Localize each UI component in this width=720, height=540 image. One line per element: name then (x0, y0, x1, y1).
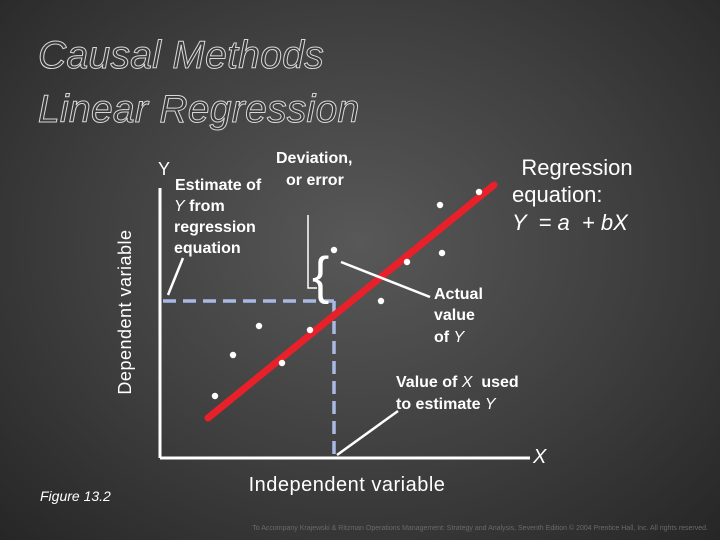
x-axis-letter: X (532, 446, 547, 468)
data-point (278, 359, 286, 367)
data-point (211, 392, 219, 400)
page-title-line-2: Linear Regression (38, 88, 360, 132)
deviation-bracket (307, 215, 317, 289)
page-title-line-1: Causal Methods (37, 34, 325, 78)
estimate-label-line-3: regression (174, 219, 256, 236)
x-value-label-line-2: to estimate Y (396, 396, 497, 413)
data-point (436, 201, 444, 209)
deviation-brace: { (312, 247, 329, 305)
data-point (475, 188, 483, 196)
data-point (330, 246, 338, 254)
data-point (255, 322, 263, 330)
estimate-label-line-1: Estimate of (175, 177, 262, 194)
estimate-label-line-4: equation (174, 240, 241, 257)
figure-label: Figure 13.2 (40, 488, 111, 504)
equation-label-line-2: equation: (512, 182, 603, 207)
equation-formula: Y = a + bX (512, 210, 629, 235)
data-point (229, 351, 237, 359)
estimate-pointer (166, 257, 185, 296)
actual-value-label-line-1: Actual (434, 286, 483, 303)
x-axis-label: Independent variable (249, 474, 446, 496)
x-value-label-line-1: Value of X used (396, 374, 519, 391)
actual-value-label-line-3: of Y (434, 329, 466, 346)
copyright-footer: To Accompany Krajewski & Ritzman Operati… (252, 525, 708, 532)
actual-value-label-line-2: value (434, 307, 475, 324)
estimate-label-line-2: Y from (174, 198, 225, 215)
deviation-label-line-2: or error (286, 172, 344, 189)
data-point (306, 326, 314, 334)
deviation-label-line-1: Deviation, (276, 150, 352, 167)
equation-label-line-1: Regression (521, 155, 632, 180)
y-axis-letter: Y (158, 159, 170, 179)
y-axis-label: Dependent variable (115, 229, 135, 394)
x-value-pointer (336, 409, 399, 457)
data-point (377, 297, 385, 305)
data-point (403, 258, 411, 266)
regression-line (204, 181, 498, 422)
actual-value-pointer (340, 260, 431, 299)
data-point (438, 249, 446, 257)
